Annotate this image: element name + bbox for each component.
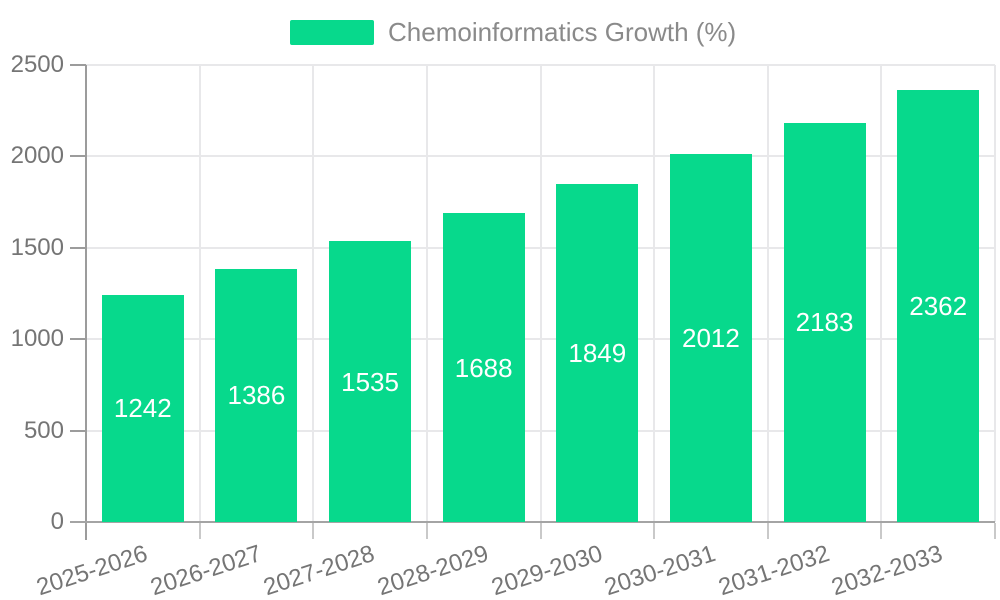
x-gridline — [880, 65, 883, 522]
x-tick — [425, 523, 428, 539]
x-axis-label: 2030-2031 — [601, 540, 719, 600]
x-gridline — [766, 65, 769, 522]
y-tick — [70, 64, 86, 66]
bar-value-label: 1688 — [454, 352, 513, 383]
y-tick — [70, 429, 86, 432]
bar[interactable] — [669, 154, 752, 522]
x-axis-line — [70, 521, 995, 523]
bar[interactable] — [329, 241, 412, 522]
bar-value-label: 2362 — [909, 291, 968, 322]
x-gridline — [198, 65, 201, 522]
x-axis-label: 2026-2027 — [146, 540, 265, 600]
bar-value-label: 1242 — [113, 393, 172, 424]
x-axis-label: 2028-2029 — [374, 540, 492, 600]
bar-value-label: 2183 — [795, 307, 854, 338]
x-tick — [994, 523, 996, 539]
x-tick — [766, 523, 769, 539]
x-tick — [653, 523, 656, 539]
bar[interactable] — [101, 294, 184, 522]
y-axis-label: 500 — [23, 416, 64, 444]
y-axis-label: 1000 — [10, 325, 64, 353]
x-tick — [312, 523, 315, 539]
y-axis-line — [85, 65, 87, 540]
x-axis-label: 2031-2032 — [715, 540, 833, 600]
bar[interactable] — [897, 90, 980, 522]
x-gridline — [425, 65, 428, 522]
y-tick — [70, 338, 86, 341]
x-axis-label: 2027-2028 — [260, 540, 379, 600]
bar-value-label: 1849 — [568, 338, 627, 368]
y-axis-label: 2000 — [10, 142, 64, 170]
legend-label: Chemoinformatics Growth (%) — [388, 17, 737, 47]
x-gridline — [539, 65, 542, 522]
y-axis-label: 1500 — [10, 233, 64, 261]
x-gridline — [994, 65, 996, 522]
legend-item[interactable]: Chemoinformatics Growth (%) — [290, 19, 736, 45]
bar[interactable] — [442, 213, 525, 522]
bar[interactable] — [556, 184, 639, 522]
bar[interactable] — [783, 122, 866, 522]
x-axis-label: 2032-2033 — [828, 540, 947, 600]
y-tick — [70, 246, 86, 249]
x-tick — [198, 523, 201, 539]
x-tick — [539, 523, 542, 539]
y-axis-label: 0 — [50, 508, 64, 535]
bar-value-label: 1386 — [227, 380, 286, 411]
x-gridline — [653, 65, 656, 522]
x-axis-label: 2029-2030 — [487, 540, 606, 600]
y-tick — [70, 155, 86, 158]
x-tick — [880, 523, 883, 539]
bar[interactable] — [215, 268, 298, 522]
legend-swatch — [290, 19, 374, 45]
x-gridline — [312, 65, 315, 522]
bar-value-label: 1535 — [341, 366, 399, 397]
x-axis-label: 2025-2026 — [33, 540, 151, 600]
bar-value-label: 2012 — [682, 323, 740, 354]
y-axis-label: 2500 — [10, 51, 64, 78]
